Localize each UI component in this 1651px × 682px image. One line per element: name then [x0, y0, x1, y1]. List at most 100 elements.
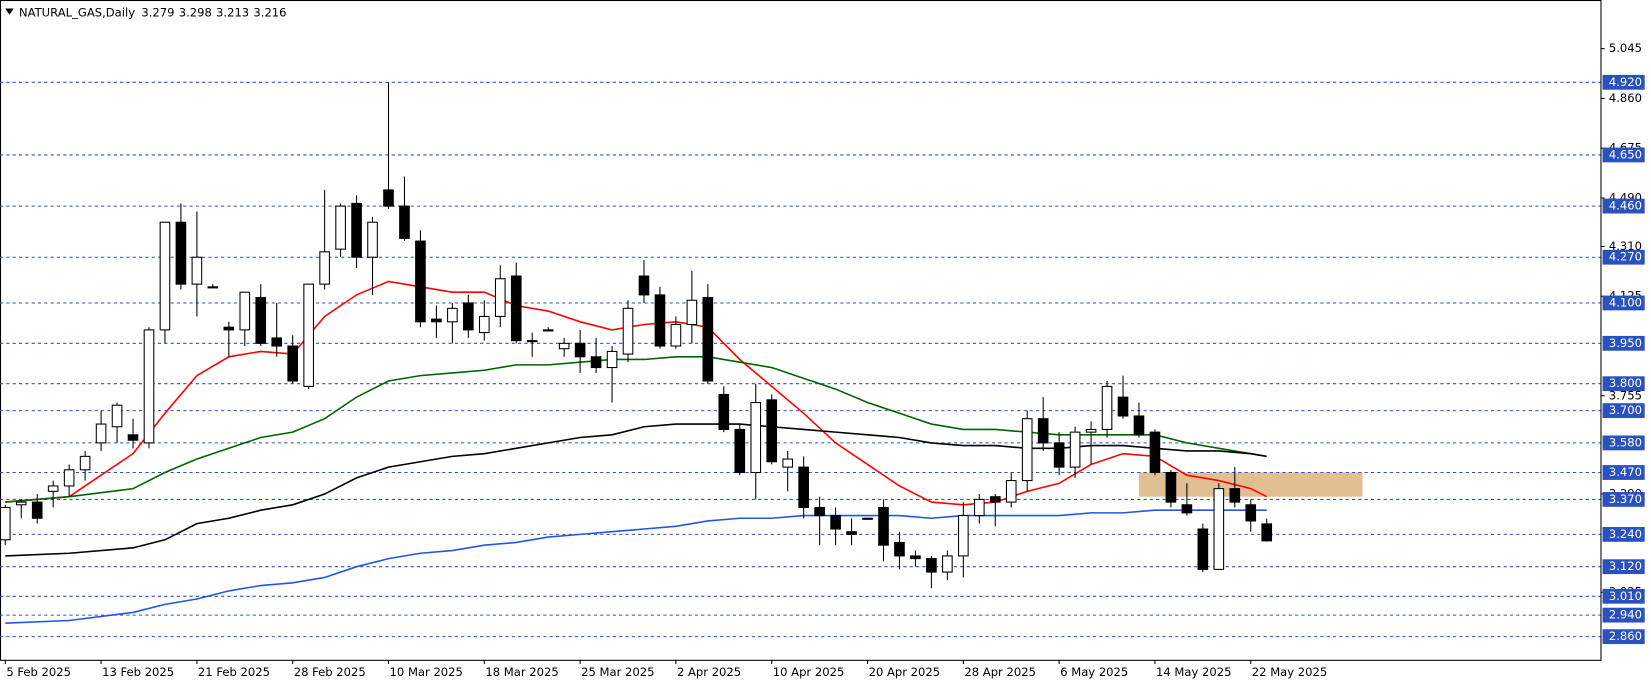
- moving-average: [5, 355, 1267, 503]
- header-low: 3.213: [216, 5, 249, 19]
- candle-body: [830, 515, 841, 530]
- level-label-box: [1602, 588, 1645, 604]
- candle-body: [1085, 428, 1097, 433]
- x-tick-label: 21 Feb 2025: [198, 665, 270, 679]
- candle-body: [175, 221, 187, 285]
- level-label-box: [1602, 559, 1645, 575]
- candle-body: [1245, 504, 1257, 522]
- level-label-box: [1602, 492, 1645, 507]
- candle-body: [750, 402, 762, 474]
- candle-body: [973, 498, 985, 517]
- level-label-box: [1602, 74, 1645, 90]
- candle-body: [1197, 528, 1209, 570]
- candle-body: [654, 294, 666, 347]
- candle-body: [1149, 431, 1161, 474]
- level-label: 3.700: [1609, 403, 1642, 417]
- candle-body: [638, 275, 650, 296]
- level-label-box: [1602, 335, 1645, 351]
- level-label: 3.580: [1609, 435, 1642, 449]
- level-label-box: [1602, 465, 1645, 480]
- x-tick-label: 14 May 2025: [1156, 665, 1231, 679]
- candle-body: [127, 434, 139, 441]
- candle-body: [942, 555, 953, 573]
- candle-body: [383, 189, 394, 207]
- level-label: 3.120: [1609, 559, 1642, 573]
- x-tick-label: 10 Apr 2025: [773, 665, 845, 679]
- candle-body: [207, 286, 219, 289]
- candle-body: [1069, 431, 1081, 468]
- level-label: 3.010: [1609, 589, 1642, 603]
- candle-body: [111, 404, 123, 428]
- moving-average: [5, 509, 1267, 624]
- level-label: 4.270: [1609, 250, 1642, 264]
- header-open: 3.279: [141, 5, 174, 19]
- candle-body: [686, 299, 698, 326]
- level-label: 4.460: [1609, 199, 1642, 213]
- level-label: 2.940: [1609, 608, 1642, 622]
- x-tick-label: 10 Mar 2025: [390, 665, 463, 679]
- candle-body: [79, 455, 91, 471]
- candle-body: [63, 469, 75, 487]
- candle-body: [399, 205, 410, 239]
- header-close: 3.216: [253, 5, 286, 19]
- x-tick-label: 28 Feb 2025: [294, 665, 366, 679]
- level-label: 3.240: [1609, 527, 1642, 541]
- candle-body: [239, 291, 251, 331]
- candle-body: [1037, 418, 1049, 444]
- candle-body: [159, 221, 171, 331]
- chart-title: NATURAL_GAS,Daily: [19, 5, 135, 19]
- zone: [1138, 472, 1363, 497]
- candle-body: [31, 501, 43, 519]
- candle-body: [223, 326, 235, 331]
- candle-body: [287, 345, 299, 382]
- level-label: 3.950: [1609, 336, 1642, 350]
- candle-body: [1229, 488, 1241, 503]
- candle-body: [271, 337, 283, 347]
- level-label: 3.370: [1609, 492, 1642, 506]
- candle-body: [574, 342, 586, 358]
- candle-body: [798, 466, 809, 509]
- level-label-box: [1602, 295, 1645, 311]
- plot-frame: [0, 0, 1602, 661]
- candle-body: [143, 329, 155, 444]
- level-label: 4.920: [1609, 75, 1642, 89]
- x-tick-label: 20 Apr 2025: [869, 665, 941, 679]
- level-label-box: [1602, 607, 1645, 623]
- level-label-box: [1602, 403, 1645, 419]
- candle-body: [622, 307, 634, 355]
- candle-body: [814, 506, 825, 517]
- candle-body: [335, 205, 346, 250]
- level-label-box: [1602, 526, 1645, 542]
- header: NATURAL_GAS,Daily 3.279 3.298 3.213 3.216: [19, 5, 287, 19]
- y-tick-label: 5.045: [1609, 41, 1642, 55]
- candle-body: [15, 501, 27, 506]
- candle-body: [1053, 442, 1065, 468]
- y-tick-label: 4.310: [1609, 239, 1642, 253]
- level-label-box: [1602, 435, 1645, 451]
- candle-body: [494, 278, 506, 317]
- level-label: 4.650: [1609, 147, 1642, 161]
- candle-body: [734, 428, 746, 474]
- menu-triangle[interactable]: [5, 8, 14, 15]
- y-tick-label: 4.860: [1609, 91, 1642, 105]
- candle-body: [670, 323, 682, 347]
- level-label: 4.100: [1609, 295, 1642, 309]
- level-label-box: [1602, 249, 1645, 265]
- candle-body: [478, 315, 490, 334]
- candle-body: [303, 283, 314, 387]
- x-tick-label: 13 Feb 2025: [102, 665, 174, 679]
- candle-body: [1213, 488, 1225, 570]
- candle-body: [463, 302, 474, 331]
- candle-body: [351, 202, 362, 258]
- candle-body: [958, 515, 969, 557]
- x-tick-label: 25 Mar 2025: [581, 665, 654, 679]
- candle-body: [702, 297, 714, 382]
- candle-body: [878, 506, 889, 546]
- x-tick-label: 2 Apr 2025: [677, 665, 741, 679]
- candle-body: [255, 297, 267, 344]
- candle-body: [1005, 480, 1017, 503]
- candle-body: [606, 350, 618, 369]
- candle-body: [415, 240, 426, 323]
- candle-body: [95, 423, 107, 444]
